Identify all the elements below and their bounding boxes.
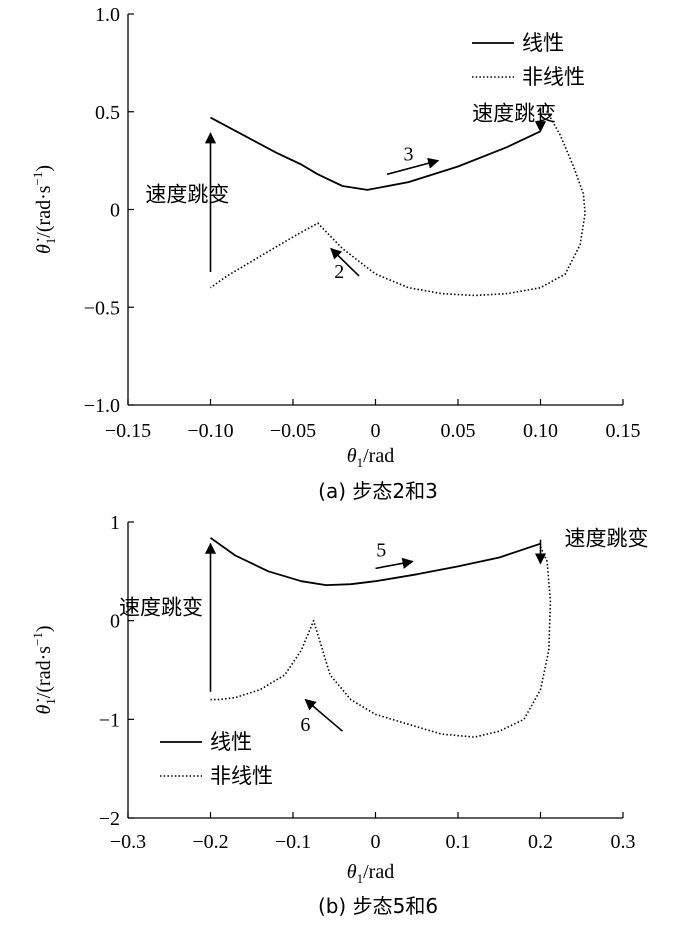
annotation-label: 6 [300, 714, 310, 736]
figure-caption: (b) 步态5和6 [318, 894, 438, 918]
annotation-label: 速度跳变 [145, 183, 229, 207]
x-axis-label: θ1/rad [347, 445, 394, 470]
x-tick-label: 0.1 [446, 831, 471, 853]
x-tick-label: 0 [371, 831, 381, 853]
annotation-label: 3 [404, 144, 414, 166]
x-tick-label: −0.15 [105, 420, 151, 442]
legend-label: 线性 [210, 730, 252, 754]
x-tick-label: 0.3 [611, 831, 636, 853]
chart-panel-a: −0.15 −0.10 −0.05 0 0.05 0.10 0.15 1.0 0.5 0 −0.5 −… [30, 4, 641, 503]
annotation-label: 速度跳变 [565, 527, 649, 551]
y-tick-label: 0.5 [95, 102, 120, 124]
annotation-label: 速度跳变 [119, 596, 203, 620]
annotation-arrow [304, 698, 344, 732]
figure-caption: (a) 步态2和3 [318, 479, 438, 503]
x-tick-label: 0.2 [528, 831, 553, 853]
y-tick-label: −1 [99, 709, 120, 731]
legend-label: 线性 [522, 31, 564, 55]
annotation-arrow [375, 557, 414, 570]
y-tick-label: −0.5 [84, 297, 120, 319]
x-axis-label: θ1/rad [347, 861, 394, 886]
series-line-linear [209, 537, 541, 586]
annotation-label: 2 [334, 261, 344, 283]
series-line-linear [210, 116, 541, 191]
x-tick-label: 0 [371, 420, 381, 442]
y-tick-label: 0 [110, 611, 120, 633]
chart-panel-b: −0.3 −0.2 −0.1 0 0.1 0.2 0.310−1−2速度跳变速度跳变56线性… [30, 512, 649, 918]
annotation-label: 速度跳变 [472, 102, 556, 126]
y-tick-label: 1.0 [95, 4, 120, 26]
x-tick-label: −0.3 [110, 831, 146, 853]
x-tick-label: 0.15 [606, 420, 641, 442]
x-tick-label: 0.05 [441, 420, 476, 442]
annotation-label: 5 [376, 540, 386, 562]
annotation-arrow [330, 247, 360, 277]
x-tick-label: −0.2 [192, 831, 228, 853]
annotation-arrow [386, 157, 440, 176]
x-tick-label: −0.10 [187, 420, 233, 442]
series-line-nonlinear [210, 111, 586, 297]
y-axis-label: θ̇1/(rad·s−1) [30, 165, 58, 254]
y-axis-label: θ̇1/(rad·s−1) [30, 625, 58, 714]
legend-label: 非线性 [210, 764, 273, 788]
y-tick-label: −1.0 [84, 395, 120, 417]
x-tick-label: −0.1 [275, 831, 311, 853]
x-tick-label: −0.05 [270, 420, 316, 442]
x-tick-label: 0.10 [523, 420, 558, 442]
y-tick-label: 0 [110, 200, 120, 222]
y-tick-label: 1 [110, 512, 120, 534]
y-tick-label: −2 [99, 808, 120, 830]
legend-label: 非线性 [522, 65, 585, 89]
series-line-nonlinear [210, 546, 552, 738]
